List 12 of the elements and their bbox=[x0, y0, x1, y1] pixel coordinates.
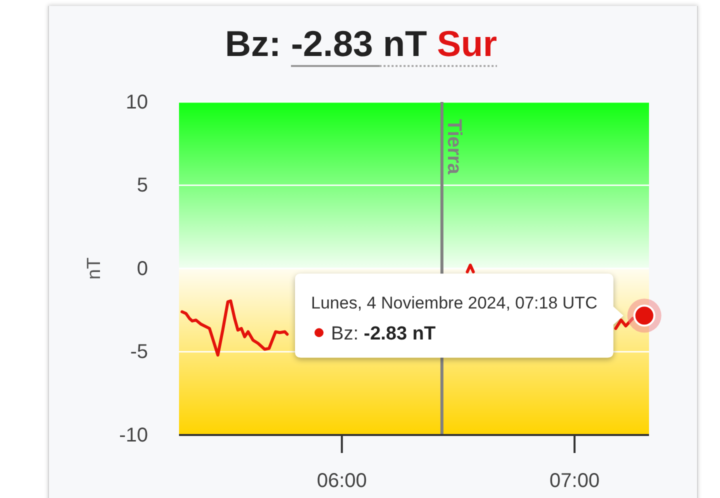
y-tick-label: 0 bbox=[136, 258, 148, 280]
y-tick-label: 5 bbox=[136, 174, 148, 197]
chart-title: Bz: -2.83 nT Sur bbox=[224, 23, 498, 64]
y-tick-label: -10 bbox=[119, 424, 148, 446]
x-tick-label: 06:00 bbox=[316, 470, 367, 492]
y-axis-title: nT bbox=[84, 257, 105, 280]
annotation: Bz: -2.83 nT bbox=[331, 324, 436, 345]
annotation: Lunes, 4 Noviembre 2024, 07:18 UTC bbox=[311, 294, 598, 313]
y-tick-label: 10 bbox=[126, 91, 148, 114]
ref-line-label: Tierra bbox=[442, 119, 465, 176]
x-tick-label: 07:00 bbox=[550, 470, 600, 492]
y-tick-label: -5 bbox=[130, 341, 148, 364]
